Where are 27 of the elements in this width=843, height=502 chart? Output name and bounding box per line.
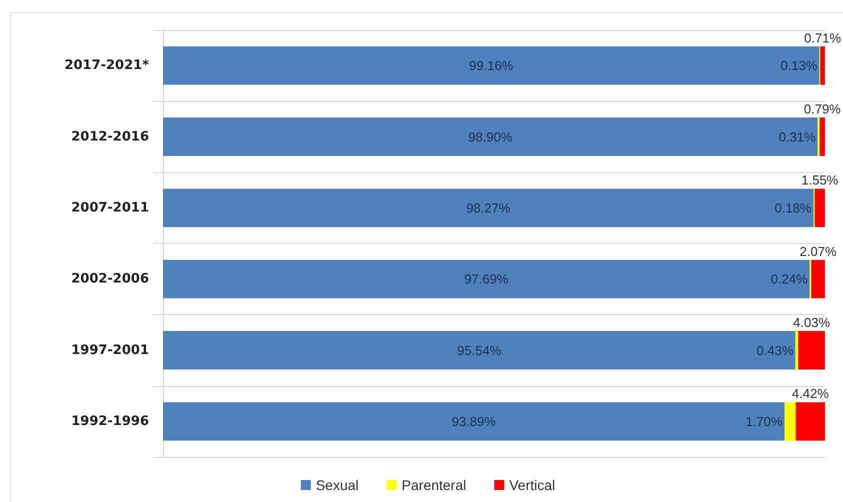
legend-label: Sexual (316, 477, 359, 493)
data-label: 98.90% (468, 129, 513, 144)
y-tick-label: 1992-1996 (71, 414, 149, 429)
y-tick-label: 2017-2021* (64, 58, 150, 74)
data-label: 0.79% (804, 102, 842, 117)
data-label: 95.54% (457, 342, 502, 358)
data-label: 1.70% (746, 414, 783, 429)
data-label: 98.27% (466, 200, 511, 216)
data-label: 97.69% (464, 272, 509, 287)
data-label: 0.18% (774, 200, 812, 216)
legend-label: Parenteral (402, 477, 466, 493)
data-label: 4.03% (793, 315, 830, 330)
data-label: 93.89% (452, 414, 496, 429)
data-label: 0.24% (770, 272, 808, 287)
y-tick-label: 2007-2011 (71, 200, 149, 216)
data-label: 0.13% (780, 58, 818, 74)
data-label: 4.42% (792, 386, 830, 402)
data-label: 0.43% (756, 342, 794, 358)
y-tick-label: 2002-2006 (71, 272, 149, 287)
legend-label: Vertical (509, 477, 556, 493)
data-label: 1.55% (801, 172, 839, 188)
y-tick-label: 2012-2016 (71, 129, 149, 144)
y-tick-label: 1997-2001 (71, 342, 149, 358)
data-label: 99.16% (469, 58, 514, 74)
data-label: 0.31% (778, 129, 816, 144)
data-label: 0.71% (804, 30, 842, 46)
data-label: 2.07% (800, 244, 837, 259)
